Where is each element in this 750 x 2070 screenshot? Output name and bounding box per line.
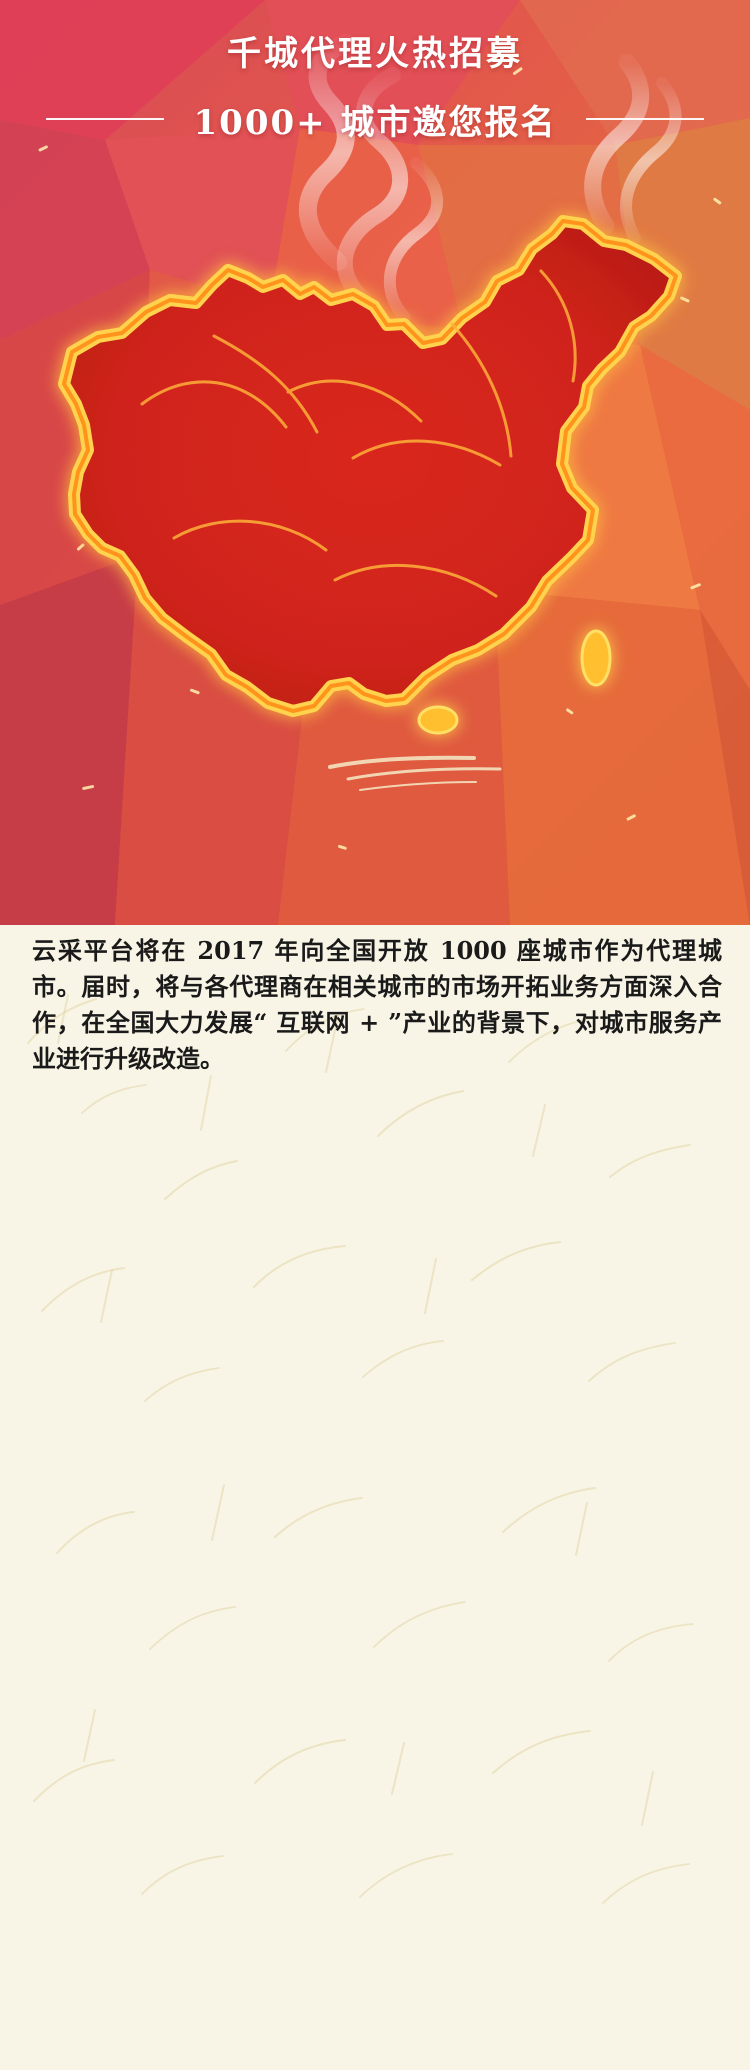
china-map-illustration [58, 215, 682, 735]
hero-title: 千城代理火热招募 [227, 34, 523, 74]
paper-texture-background [27, 994, 694, 1904]
hero-subtitle-row: 1000+ 城市邀您报名 [0, 95, 750, 143]
smoke-left [298, 34, 444, 324]
ground-streak [328, 755, 502, 791]
intro-paragraph: 云采平台将在 2017 年向全国开放 1000 座城市作为代理城市。届时，将与各… [32, 936, 722, 1073]
left-divider-line [45, 118, 164, 120]
smoke-right [584, 53, 682, 244]
right-divider-line [586, 118, 705, 120]
hero-background-illustration [0, 0, 750, 925]
hero-subtitle: 1000+ 城市邀您报名 [193, 102, 557, 143]
hero-banner: 千城代理火热招募 1000+ 城市邀您报名 [0, 0, 750, 925]
